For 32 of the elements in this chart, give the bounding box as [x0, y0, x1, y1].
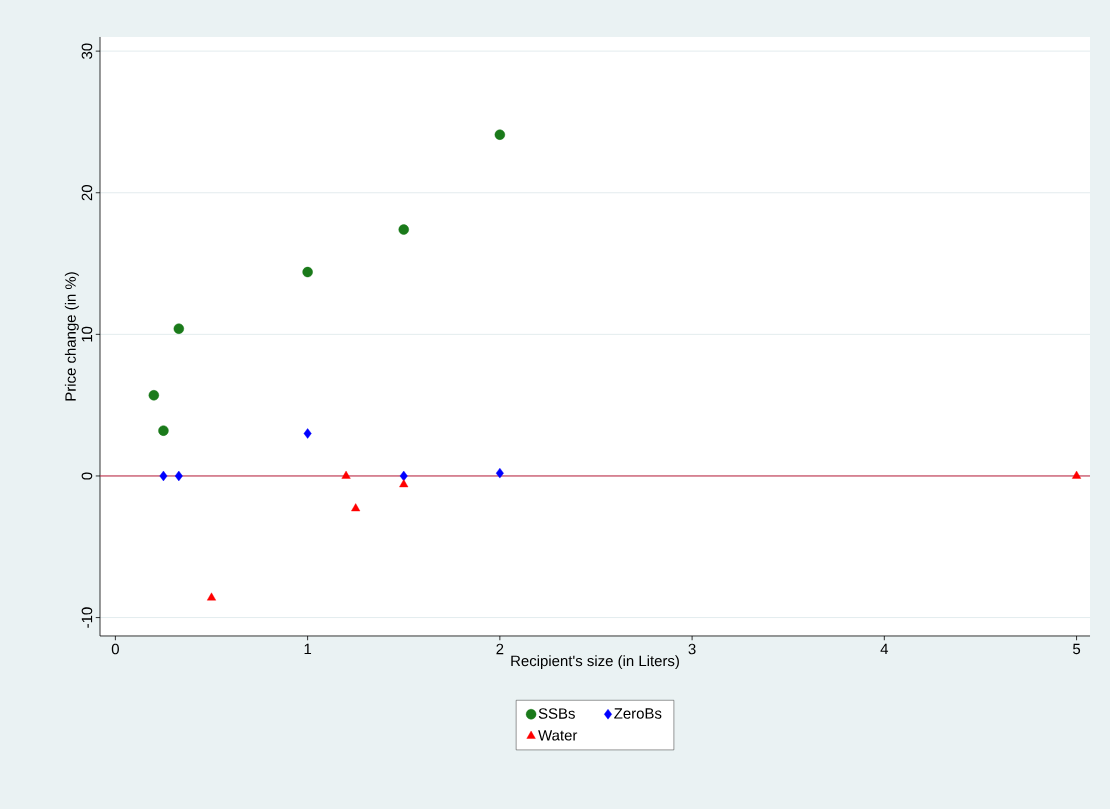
point	[173, 323, 184, 334]
point	[351, 503, 361, 512]
x-tick-label: 2	[496, 643, 504, 655]
y-axis-title: Price change (in %)	[64, 272, 79, 401]
y-tick-label: 20	[81, 185, 93, 201]
point	[148, 390, 160, 401]
y-tick-label: 10	[81, 326, 93, 342]
x-tick-label: 5	[1073, 643, 1081, 655]
point	[303, 428, 312, 439]
x-tick-label: 4	[880, 643, 889, 655]
point	[159, 470, 168, 482]
point	[399, 470, 408, 482]
point	[206, 592, 217, 601]
point	[495, 467, 504, 479]
y-tick-label: 30	[81, 43, 93, 59]
x-tick-label: 1	[304, 643, 312, 655]
point	[399, 479, 409, 488]
y-tick-label: -10	[81, 607, 93, 628]
point	[494, 129, 506, 140]
point	[1072, 470, 1082, 479]
point	[174, 470, 183, 482]
x-tick-label: 0	[111, 643, 119, 655]
point	[158, 425, 169, 436]
point	[341, 470, 351, 479]
x-tick-label: 3	[688, 643, 696, 655]
x-axis-title: Recipient's size (in Liters)	[511, 655, 679, 670]
legend-label: SSBs	[538, 708, 575, 719]
y-tick-label: 0	[81, 472, 93, 480]
legend-label: ZeroBs	[614, 708, 662, 719]
point	[302, 266, 313, 278]
legend-label: Water	[538, 730, 578, 741]
point	[398, 224, 409, 235]
